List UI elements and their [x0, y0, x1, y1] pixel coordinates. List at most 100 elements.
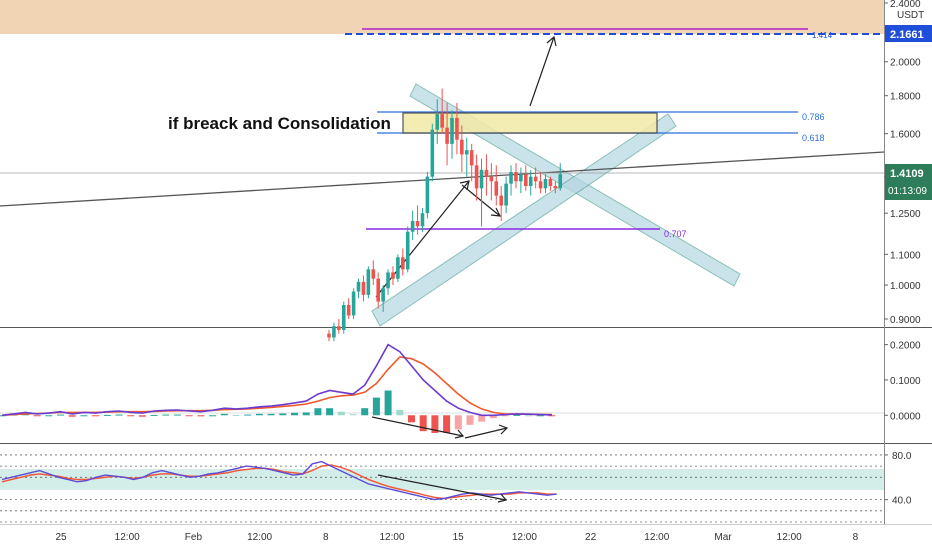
- macd-divergence-line: [371, 416, 464, 437]
- macd-histogram-bar: [536, 415, 544, 417]
- countdown-label: 01:13:09: [888, 186, 927, 197]
- macd-histogram-bar: [548, 415, 556, 417]
- candle-body: [327, 333, 331, 338]
- macd-histogram-bar: [255, 413, 263, 416]
- rsi-axis[interactable]: 80.0 40.0: [884, 451, 912, 507]
- macd-histogram-bar: [361, 408, 369, 416]
- candle-body: [548, 178, 553, 186]
- price-tick-label: 1.0000: [890, 281, 921, 292]
- macd-histogram-bar: [478, 415, 486, 422]
- candle-body: [346, 304, 351, 316]
- candle-body: [464, 150, 469, 155]
- candle-body: [484, 169, 489, 177]
- price-tick-label: 1.8000: [890, 92, 921, 103]
- price-tick-label: 1.2500: [890, 209, 921, 220]
- candle-body: [430, 129, 435, 177]
- macd-line: [1, 343, 552, 417]
- rsi-band-lines: [0, 454, 884, 523]
- macd-histogram-bar: [466, 415, 474, 425]
- macd-histogram-bar: [68, 415, 76, 417]
- candle-body: [543, 178, 548, 189]
- ascending-channel: [371, 113, 677, 327]
- macd-histogram-bar: [372, 397, 380, 416]
- last-price-badge: [885, 164, 932, 200]
- macd-histogram-bar: [337, 411, 345, 416]
- candle-body: [405, 231, 410, 270]
- rsi-tick-label: 40.0: [892, 496, 912, 507]
- candle-body: [460, 139, 464, 155]
- macd-histogram-bar: [525, 415, 532, 417]
- macd-histogram-bar: [291, 412, 298, 416]
- last-price-label: 1.4109: [890, 168, 924, 180]
- time-tick-label: 12:00: [379, 532, 404, 543]
- macd-axis[interactable]: 0.2000 0.1000 0.0000: [884, 341, 921, 423]
- candle-body: [514, 172, 518, 182]
- annotation-text: if breack and Consolidation: [168, 114, 391, 133]
- time-tick-label: Mar: [714, 532, 732, 543]
- candle-body: [519, 174, 523, 182]
- candle-body: [361, 281, 366, 295]
- macd-histogram-bar: [326, 408, 334, 416]
- macd-histogram-bar: [103, 414, 111, 416]
- macd-histogram-bar: [220, 413, 228, 416]
- target-arrow-head: [546, 35, 557, 47]
- macd-histogram-bar: [384, 390, 392, 416]
- rsi-divergence-arrow-head: [497, 493, 508, 503]
- macd-signal-line: [1, 356, 552, 417]
- target-level-label: 1.414: [812, 31, 833, 40]
- macd-histogram-bar: [279, 413, 287, 416]
- macd-histogram-bar: [443, 415, 451, 433]
- macd-tick-label: 0.2000: [890, 341, 921, 352]
- candle-body: [341, 304, 346, 330]
- macd-histogram-bar: [267, 413, 275, 416]
- candle-body: [410, 220, 415, 232]
- time-tick-label: 22: [585, 532, 597, 543]
- macd-histogram-bar: [349, 414, 357, 416]
- macd-histogram-bar: [302, 412, 310, 416]
- candle-body: [533, 176, 538, 182]
- candle-body: [371, 269, 376, 279]
- target-price-badge: [885, 25, 932, 42]
- rsi-line: [1, 460, 557, 501]
- macd-histogram-bar: [419, 415, 427, 432]
- candle-body: [391, 272, 395, 279]
- fib-618-label: 0.618: [802, 133, 825, 143]
- macd-histogram-bar: [127, 415, 135, 417]
- macd-histogram-bar: [150, 414, 158, 416]
- macd-histogram-bar: [244, 414, 252, 416]
- macd-histogram: [0, 390, 556, 433]
- time-tick-label: 12:00: [777, 532, 802, 543]
- macd-histogram-bar: [115, 414, 123, 416]
- candle-body: [351, 291, 356, 316]
- macd-histogram-bar: [314, 408, 322, 416]
- time-tick-label: Feb: [185, 532, 203, 543]
- candle-body: [455, 117, 459, 140]
- candle-body: [528, 176, 533, 186]
- candle-body: [474, 165, 479, 189]
- macd-histogram-bar: [431, 415, 439, 433]
- candle-body: [401, 257, 405, 270]
- time-tick-label: 8: [853, 532, 859, 543]
- macd-histogram-bar: [513, 414, 521, 416]
- price-tick-label: 2.4000: [890, 0, 921, 10]
- price-axis[interactable]: 2.40002.00001.80001.60001.40001.25001.10…: [884, 0, 921, 326]
- macd-histogram-bar: [408, 415, 415, 423]
- macd-divergence-arrow-head: [454, 429, 465, 439]
- macd-histogram-bar: [138, 415, 146, 417]
- macd-histogram-bar: [232, 414, 240, 416]
- candle-body: [494, 181, 499, 196]
- time-tick-label: 25: [55, 532, 67, 543]
- pullback-arrow-head: [490, 207, 502, 217]
- candle-body: [479, 169, 484, 189]
- candle-body: [420, 213, 425, 227]
- time-tick-label: 12:00: [512, 532, 537, 543]
- time-axis[interactable]: 25 12:00 Feb 12:00 8 12:00 15 12:00 22 12:00 Mar 12…: [55, 532, 858, 543]
- candle-body: [499, 195, 503, 206]
- macd-histogram-bar: [501, 415, 509, 417]
- macd-histogram-bar: [454, 415, 462, 430]
- time-tick-label: 12:00: [644, 532, 669, 543]
- currency-label: USDT: [897, 10, 924, 21]
- candle-body: [356, 281, 361, 292]
- candle-body: [376, 278, 380, 302]
